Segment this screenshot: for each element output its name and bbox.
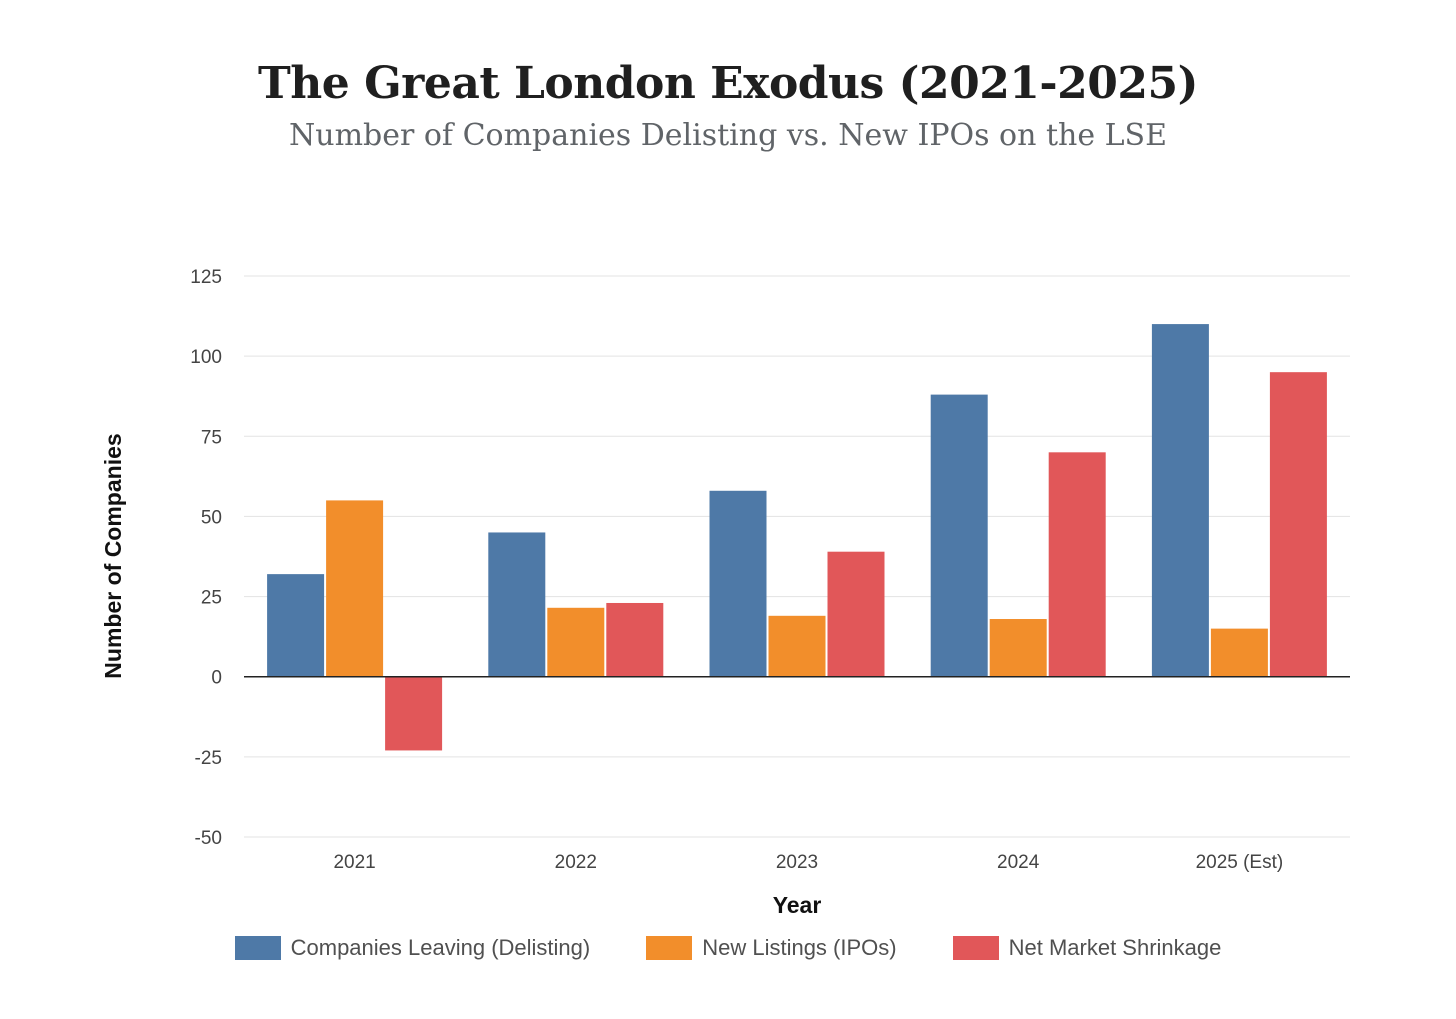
- bar-net-market-shrinkage-2023: [827, 551, 885, 677]
- x-tick-label: 2025 (Est): [1196, 852, 1284, 873]
- x-axis-title: Year: [773, 892, 822, 918]
- y-tick-label: 25: [201, 588, 222, 609]
- legend-item: Net Market Shrinkage: [952, 935, 1222, 961]
- y-axis-ticks: 125 100 75 50 25 0 -25 -50: [190, 267, 222, 849]
- x-tick-label: 2023: [776, 852, 818, 873]
- legend-swatch: [234, 936, 281, 960]
- y-tick-label: 125: [190, 267, 222, 288]
- legend-item: Companies Leaving (Delisting): [234, 935, 591, 961]
- bar-new-listings-ipos-2022: [547, 607, 605, 677]
- legend-label: Companies Leaving (Delisting): [290, 935, 591, 960]
- bar-companies-leaving-delisting-2024: [930, 394, 988, 677]
- chart-title: The Great London Exodus (2021-2025): [258, 58, 1198, 109]
- x-tick-label: 2021: [333, 852, 375, 873]
- bar-new-listings-ipos-2021: [326, 500, 384, 677]
- legend-swatch: [646, 936, 693, 960]
- legend: Companies Leaving (Delisting) New Listing…: [0, 935, 1456, 961]
- legend-swatch: [952, 936, 999, 960]
- x-tick-label: 2022: [555, 852, 597, 873]
- bar-net-market-shrinkage-2022: [606, 602, 664, 677]
- bars: [244, 324, 1350, 751]
- y-tick-label: 50: [201, 507, 222, 528]
- legend-label: New Listings (IPOs): [702, 935, 897, 960]
- bar-companies-leaving-delisting-2022: [488, 532, 546, 677]
- y-tick-label: -50: [195, 828, 222, 849]
- y-tick-label: 0: [211, 668, 222, 689]
- bar-new-listings-ipos-2025-est: [1210, 628, 1268, 677]
- bar-new-listings-ipos-2024: [989, 619, 1047, 677]
- y-tick-label: 100: [190, 347, 222, 368]
- bar-net-market-shrinkage-2025-est: [1269, 372, 1327, 677]
- bar-net-market-shrinkage-2024: [1048, 452, 1106, 677]
- bar-net-market-shrinkage-2021: [385, 676, 443, 751]
- x-axis-ticks: 2021 2022 2023 2024 2025 (Est): [333, 852, 1283, 873]
- chart-subtitle: Number of Companies Delisting vs. New IP…: [289, 118, 1167, 153]
- legend-label: Net Market Shrinkage: [1008, 935, 1222, 960]
- y-tick-label: 75: [201, 427, 222, 448]
- legend-item: New Listings (IPOs): [646, 935, 897, 961]
- bar-companies-leaving-delisting-2021: [267, 574, 325, 677]
- x-tick-label: 2024: [997, 852, 1040, 873]
- bar-companies-leaving-delisting-2025-est: [1151, 324, 1209, 677]
- y-axis-title: Number of Companies: [100, 433, 126, 678]
- y-tick-label: -25: [195, 748, 222, 769]
- bar-companies-leaving-delisting-2023: [709, 490, 767, 677]
- bar-new-listings-ipos-2023: [768, 615, 826, 677]
